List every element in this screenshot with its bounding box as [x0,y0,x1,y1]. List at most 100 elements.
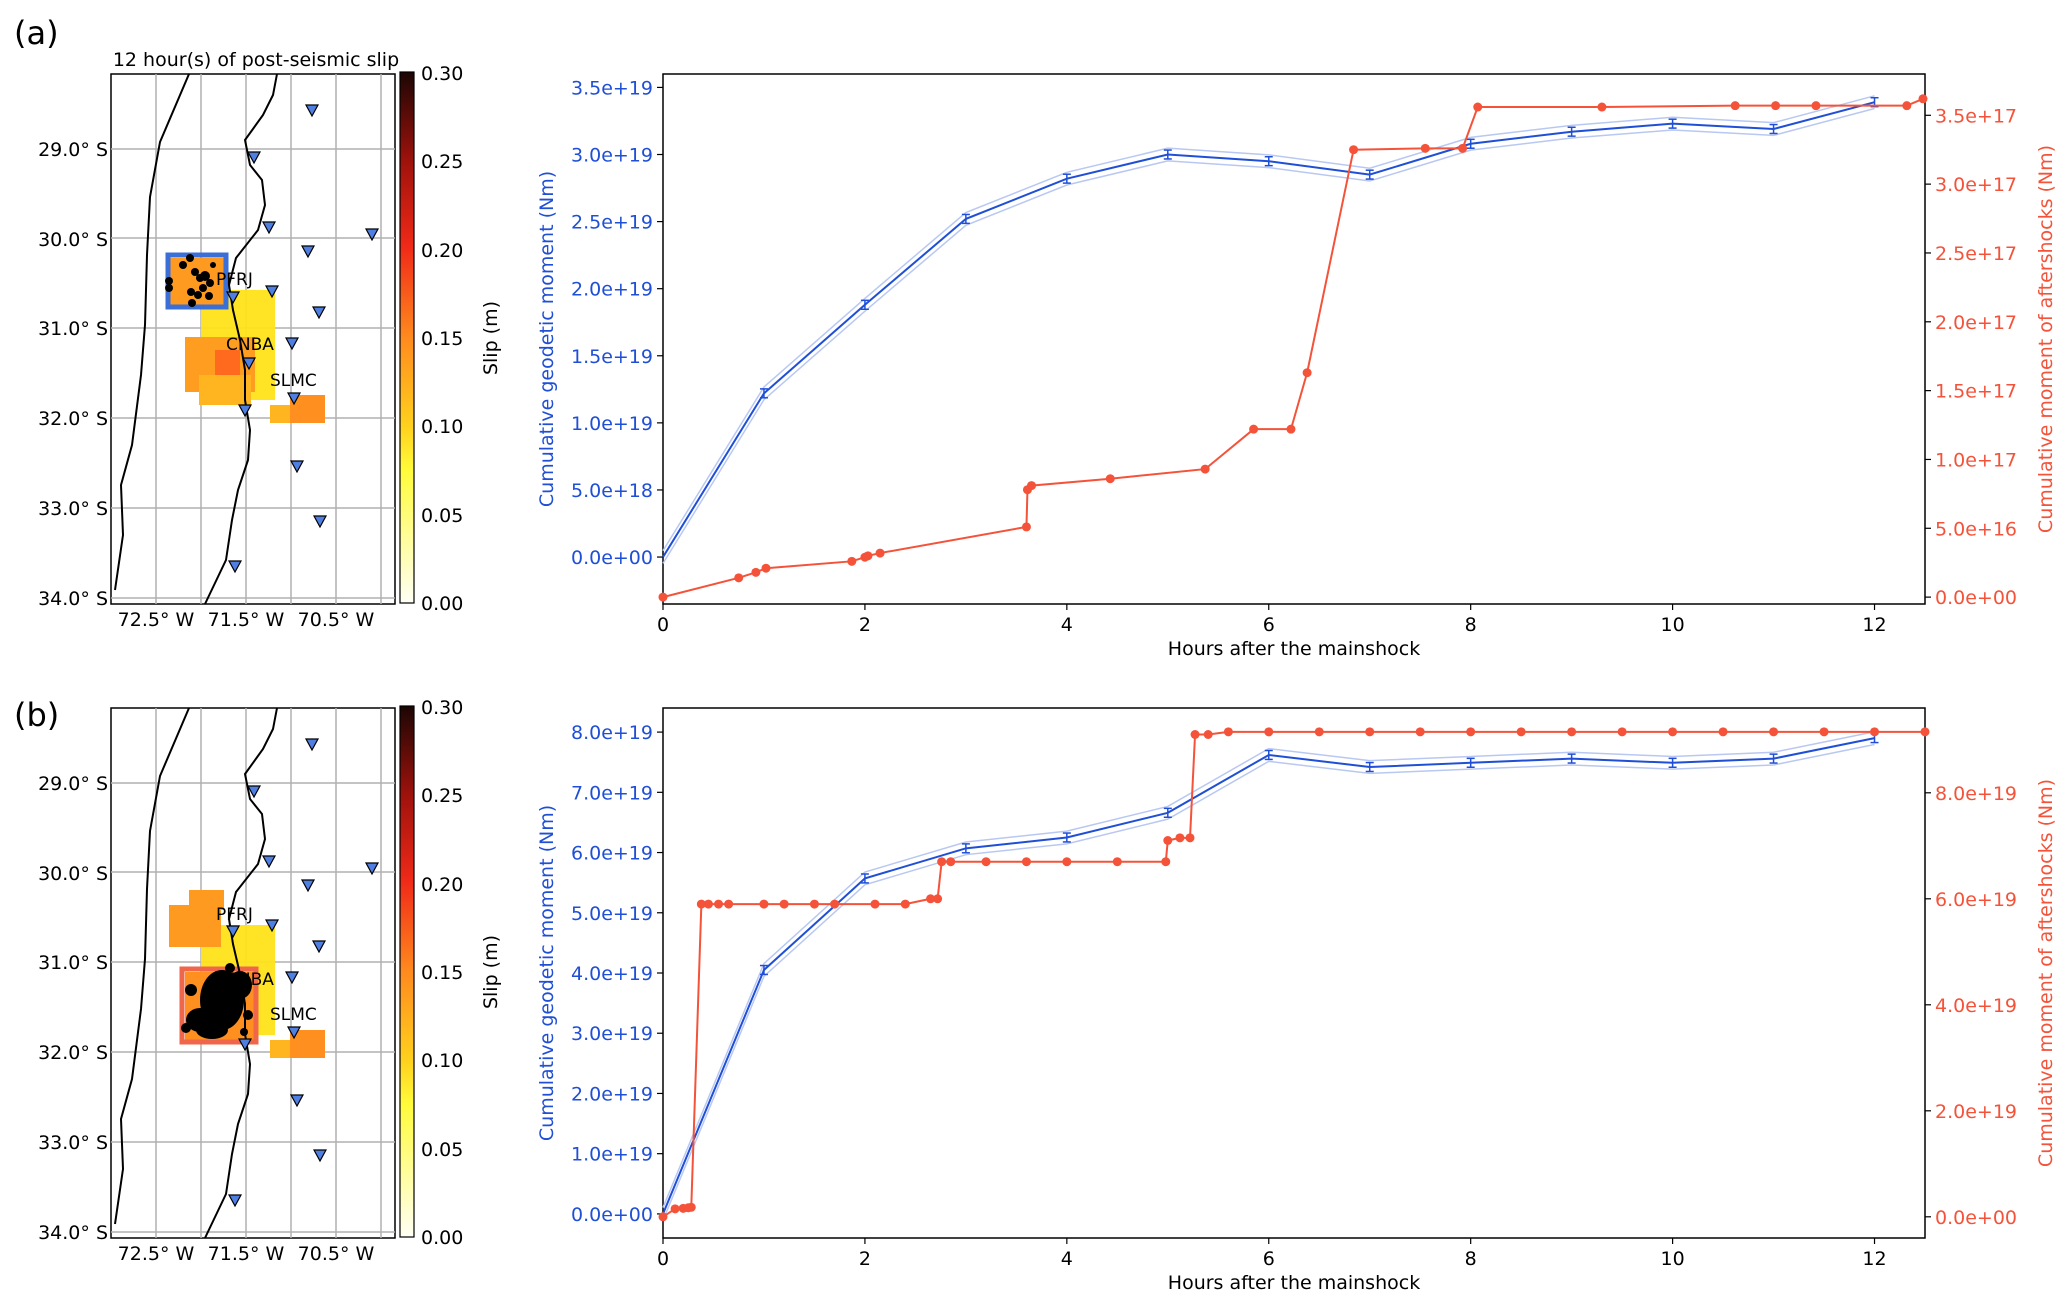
y-right-tick-label: 3.5e+17 [1935,105,2017,127]
station-label-cnba-a: CNBA [226,335,274,355]
aftershock-point [1458,143,1468,153]
geodetic-error-bar [1264,749,1273,761]
aftershock-point [658,592,668,602]
aftershock-point [759,899,769,909]
svg-text:0.15: 0.15 [421,328,463,350]
aftershock-point [946,857,956,867]
svg-text:30.0° S: 30.0° S [38,863,108,885]
aftershock-point [1771,101,1781,111]
aftershock-point [696,899,706,909]
y-axis-label: Cumulative geodetic moment (Nm) [536,805,558,1141]
aftershock-point [937,857,947,867]
lat-ticks-a: 29.0° S 30.0° S 31.0° S 32.0° S 33.0° S … [38,139,108,610]
aftershock-point [751,567,761,577]
geodetic-error-bar [860,873,869,884]
lon-ticks-a: 72.5° W 71.5° W 70.5° W [118,609,375,631]
aftershock-point [1567,727,1577,737]
aftershock-point [1349,145,1359,155]
aftershock-point [1203,730,1213,739]
y-tick-label: 6.0e+19 [571,843,653,865]
geodetic-error-bar [1062,173,1071,184]
y-axis-label: Cumulative geodetic moment (Nm) [536,171,558,507]
lat-ticks-b: 29.0° S 30.0° S 31.0° S 32.0° S 33.0° S … [38,773,108,1244]
x-tick-label: 10 [1661,1248,1685,1270]
x-tick-label: 8 [1465,1248,1477,1270]
y-tick-label: 0.0e+00 [571,547,653,569]
aftershock-dots-b [181,963,253,1039]
svg-text:32.0° S: 32.0° S [38,1042,108,1064]
aftershock-point [1902,101,1912,111]
x-tick-label: 2 [859,1248,871,1270]
aftershock-point [1314,727,1324,737]
aftershock-point [1597,102,1607,112]
svg-text:30.0° S: 30.0° S [38,229,108,251]
geodetic-error-bar [860,299,869,310]
aftershock-point [847,556,857,566]
aftershock-point [1027,481,1037,491]
aftershock-point [703,899,713,909]
y-right-axis-label: Cumulative moment of aftershocks (Nm) [2035,779,2057,1167]
svg-text:0.00: 0.00 [421,593,463,615]
aftershock-point [809,899,819,909]
y-tick-label: 2.5e+19 [571,212,653,234]
aftershock-point [1617,727,1627,737]
svg-text:29.0° S: 29.0° S [38,139,108,161]
y-right-tick-label: 2.0e+17 [1935,312,2017,334]
geodetic-error-bar [1365,169,1374,180]
x-tick-label: 6 [1263,614,1275,636]
aftershock-point [1021,857,1031,867]
plot-area [662,73,1926,605]
moment-chart-a: 0 2 4 6 8 10 12 Hours after the mainshock 0.0e+0… [536,73,2057,660]
svg-text:0.30: 0.30 [421,697,463,719]
svg-text:71.5° W: 71.5° W [208,1243,285,1265]
svg-text:70.5° W: 70.5° W [298,609,375,631]
x-tick-label: 12 [1862,614,1886,636]
y-right-tick-label: 4.0e+19 [1935,995,2017,1017]
colorbar-a [399,71,415,604]
y-right-tick-label: 6.0e+19 [1935,889,2017,911]
geodetic-error-bar [1769,753,1778,764]
svg-text:33.0° S: 33.0° S [38,1132,108,1154]
svg-text:0.20: 0.20 [421,874,463,896]
svg-text:33.0° S: 33.0° S [38,498,108,520]
y-tick-label: 1.0e+19 [571,1144,653,1166]
y-tick-label: 7.0e+19 [571,782,653,804]
y-tick-label: 1.0e+19 [571,413,653,435]
colorbar-ticks-b: 0.30 0.25 0.20 0.15 0.10 0.05 0.00 [421,697,463,1249]
aftershock-point [1286,424,1296,434]
svg-text:31.0° S: 31.0° S [38,952,108,974]
x-tick-label: 2 [859,614,871,636]
colorbar-label-b: Slip (m) [480,935,502,1009]
station-label-pfrj-b: PFRJ [216,905,253,925]
svg-text:0.25: 0.25 [421,151,463,173]
gps-stations-b [225,738,380,1208]
station-label-slmc-a: SLMC [270,371,317,391]
aftershock-point [1516,727,1526,737]
y-right-axis-label: Cumulative moment of aftershocks (Nm) [2035,145,2057,533]
svg-text:34.0° S: 34.0° S [38,1222,108,1244]
geodetic-error-bar [961,213,970,225]
svg-text:0.10: 0.10 [421,1050,463,1072]
x-tick-label: 6 [1263,1248,1275,1270]
aftershock-point [875,548,885,558]
geodetic-error-bar [1769,123,1778,135]
geodetic-error-bar [1466,138,1475,149]
y-right-tick-label: 1.5e+17 [1935,381,2017,403]
aftershock-point [1668,727,1678,737]
svg-text:0.20: 0.20 [421,240,463,262]
geodetic-error-bar [1365,761,1374,773]
geodetic-error-bar [759,388,768,399]
aftershock-point [1730,101,1740,111]
aftershock-point [1870,727,1880,737]
y-tick-label: 8.0e+19 [571,722,653,744]
y-tick-label: 4.0e+19 [571,963,653,985]
aftershock-point [1365,727,1375,737]
aftershock-point [900,899,910,909]
aftershock-point [1473,102,1483,112]
y-right-tick-label: 0.0e+00 [1935,1207,2017,1229]
x-tick-label: 12 [1862,1248,1886,1270]
station-label-slmc-b: SLMC [270,1005,317,1025]
geodetic-error-bar [759,964,768,976]
geodetic-error-bar [1264,156,1273,167]
